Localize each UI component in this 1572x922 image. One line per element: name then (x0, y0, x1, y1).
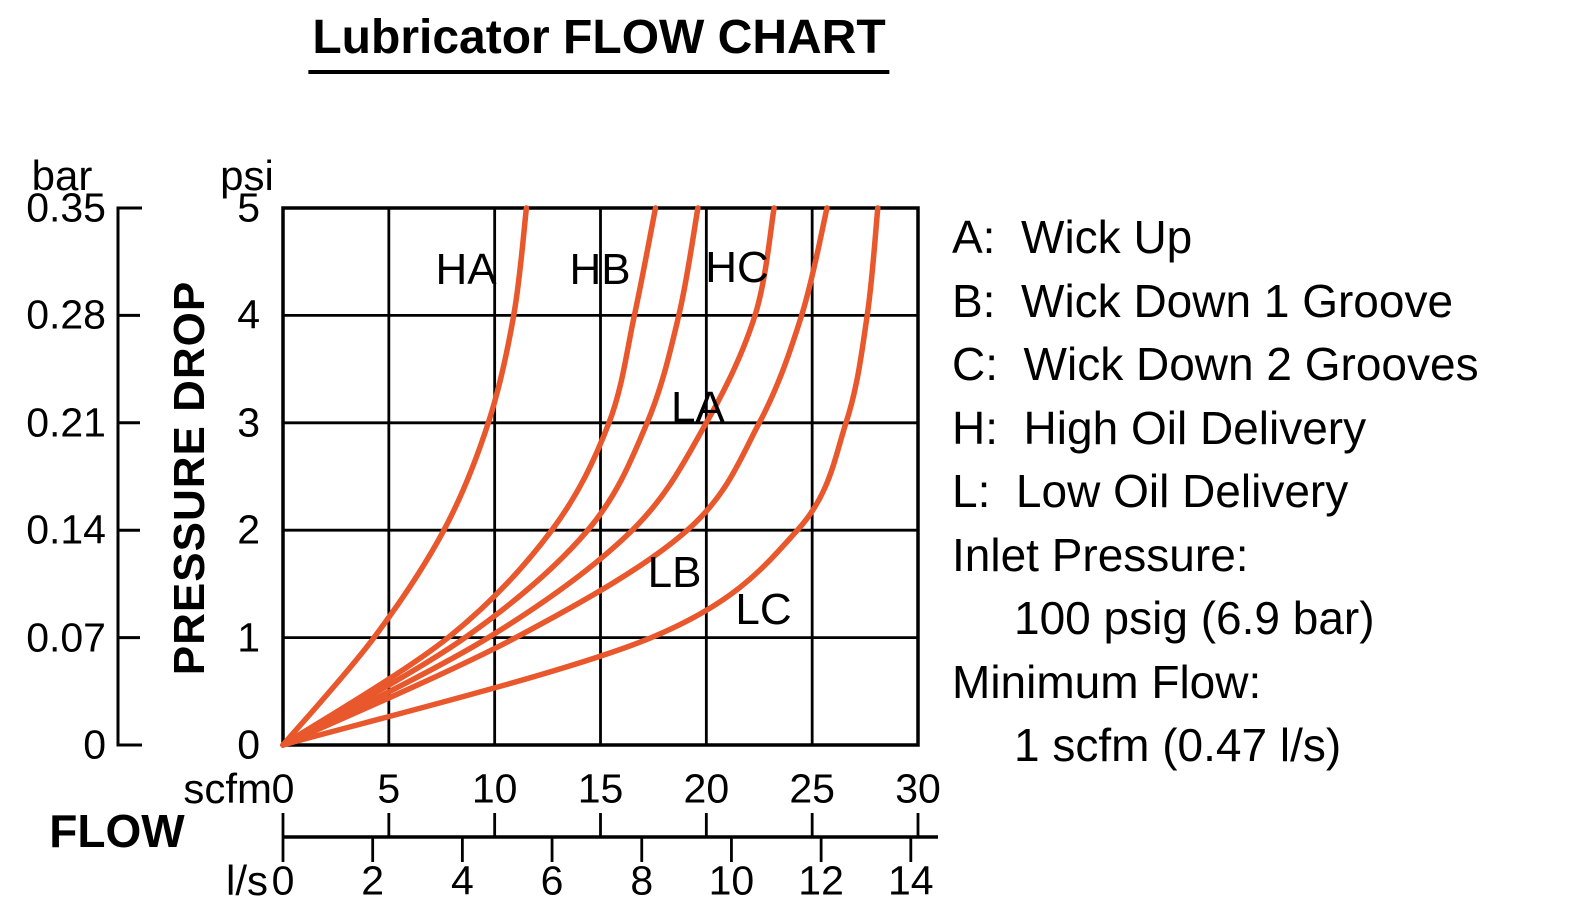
legend-line-4: H: High Oil Delivery (952, 401, 1367, 454)
y-tick-bar-0.14: 0.14 (26, 506, 106, 553)
legend-line-6: Inlet Pressure: (952, 528, 1249, 581)
y-tick-psi-3: 3 (237, 399, 260, 446)
y-tick-psi-1: 1 (237, 614, 260, 661)
y-tick-psi-5: 5 (237, 184, 260, 231)
curve-label-HC: HC (705, 243, 769, 293)
curve-LA (280, 205, 777, 748)
y-axis-title: PRESSURE DROP (165, 280, 214, 676)
x-tick-scfm-20: 20 (683, 765, 730, 812)
x-tick-ls-4: 4 (450, 857, 474, 904)
x-tick-ls-14: 14 (887, 857, 934, 904)
curve-HC (280, 205, 701, 748)
y-unit-psi: psi (220, 152, 274, 199)
y-tick-psi-2: 2 (237, 506, 260, 553)
curve-LC (280, 205, 881, 748)
curve-label-HA: HA (435, 245, 497, 295)
legend-line-3: C: Wick Down 2 Grooves (952, 338, 1479, 390)
x-unit-ls: l/s (226, 857, 268, 904)
x-tick-ls-12: 12 (798, 857, 844, 904)
x-axis-title: FLOW (49, 805, 185, 857)
y-tick-psi-0: 0 (237, 721, 260, 768)
y-tick-bar-0: 0 (83, 721, 106, 768)
legend-line-9: 1 scfm (0.47 l/s) (1014, 719, 1342, 771)
legend-line-7: 100 psig (6.9 bar) (1014, 592, 1375, 644)
y-tick-bar-0.21: 0.21 (26, 399, 106, 446)
legend-line-5: L: Low Oil Delivery (952, 465, 1349, 517)
bar-scale-axis (116, 206, 142, 747)
x-tick-scfm-25: 25 (789, 765, 835, 812)
y-tick-bar-0.07: 0.07 (26, 614, 106, 661)
curve-label-LA: LA (670, 382, 725, 432)
y-tick-psi-4: 4 (237, 291, 260, 338)
x-tick-scfm-30: 30 (895, 765, 941, 812)
curve-label-HB: HB (569, 245, 631, 295)
x-tick-ls-10: 10 (708, 857, 755, 904)
curve-HB (280, 205, 659, 748)
legend-line-2: B: Wick Down 1 Groove (952, 274, 1454, 327)
page-title: Lubricator FLOW CHART (308, 14, 890, 74)
x-tick-scfm-10: 10 (471, 765, 518, 812)
y-unit-bar: bar (31, 152, 93, 199)
x-unit-scfm: scfm (183, 765, 272, 812)
x-tick-scfm-5: 5 (377, 765, 401, 812)
curve-LB (280, 205, 830, 748)
curve-label-LC: LC (735, 584, 792, 634)
plot-frame (281, 206, 920, 747)
curve-label-LB: LB (647, 548, 702, 598)
x-tick-ls-0: 0 (271, 857, 295, 904)
y-tick-bar-0.28: 0.28 (26, 291, 106, 338)
x-tick-scfm-0: 0 (271, 765, 295, 812)
legend-line-1: A: Wick Up (952, 211, 1193, 263)
x-tick-ls-6: 6 (540, 857, 564, 904)
x-tick-scfm-15: 15 (577, 765, 624, 812)
y-tick-bar-0.35: 0.35 (26, 184, 106, 231)
curve-HA (280, 205, 530, 748)
legend-line-8: Minimum Flow: (952, 655, 1262, 708)
x-tick-ls-2: 2 (361, 857, 385, 904)
x-tick-ls-8: 8 (630, 857, 654, 904)
